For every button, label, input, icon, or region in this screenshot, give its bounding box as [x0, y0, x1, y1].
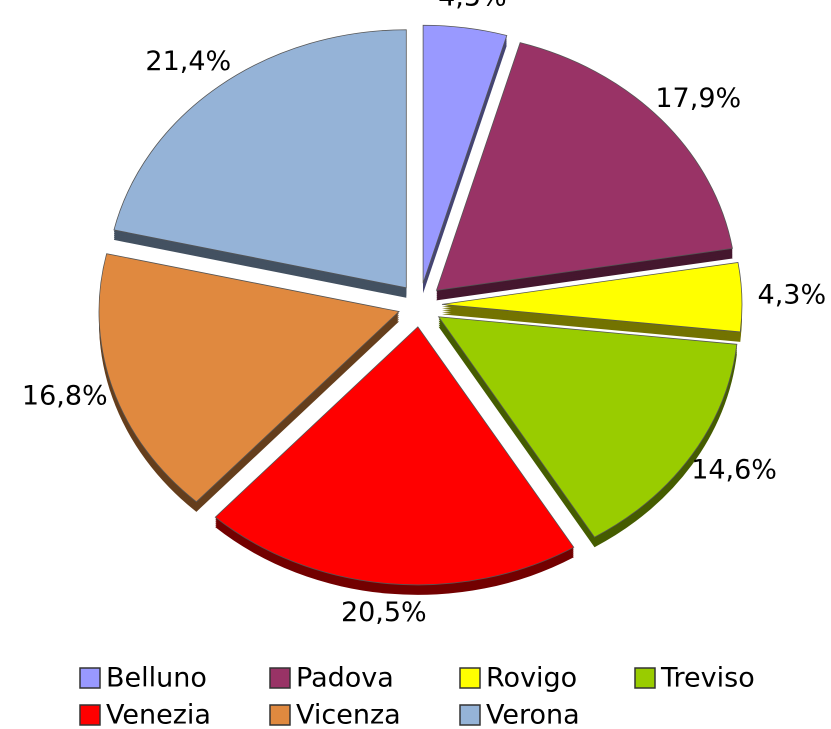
legend-swatch — [79, 704, 101, 726]
legend-label: Venezia — [106, 700, 211, 729]
legend-label: Padova — [296, 663, 394, 694]
slice — [98, 253, 400, 503]
legend-swatch — [269, 667, 291, 689]
legend-label: Verona — [486, 700, 580, 729]
legend-label: Belluno — [106, 663, 207, 694]
slice — [435, 42, 733, 291]
data-label: 17,9% — [655, 83, 741, 114]
data-label: 14,6% — [691, 455, 777, 486]
data-label: 4,5% — [438, 0, 507, 13]
slice — [214, 326, 575, 586]
slice — [441, 261, 743, 333]
data-label: 21,4% — [145, 46, 231, 77]
data-label: 4,3% — [758, 280, 827, 311]
data-label: 20,5% — [341, 597, 427, 628]
legend-swatch — [634, 667, 656, 689]
legend-swatch — [459, 704, 481, 726]
legend-label: Vicenza — [296, 700, 401, 729]
slice — [422, 24, 508, 284]
legend-swatch — [269, 704, 291, 726]
legend-swatch — [79, 667, 101, 689]
legend-swatch — [459, 667, 481, 689]
slice — [113, 29, 407, 289]
slice — [437, 316, 738, 538]
legend-label: Rovigo — [486, 663, 577, 694]
legend-label: Treviso — [660, 663, 755, 694]
data-label: 16,8% — [22, 381, 108, 412]
